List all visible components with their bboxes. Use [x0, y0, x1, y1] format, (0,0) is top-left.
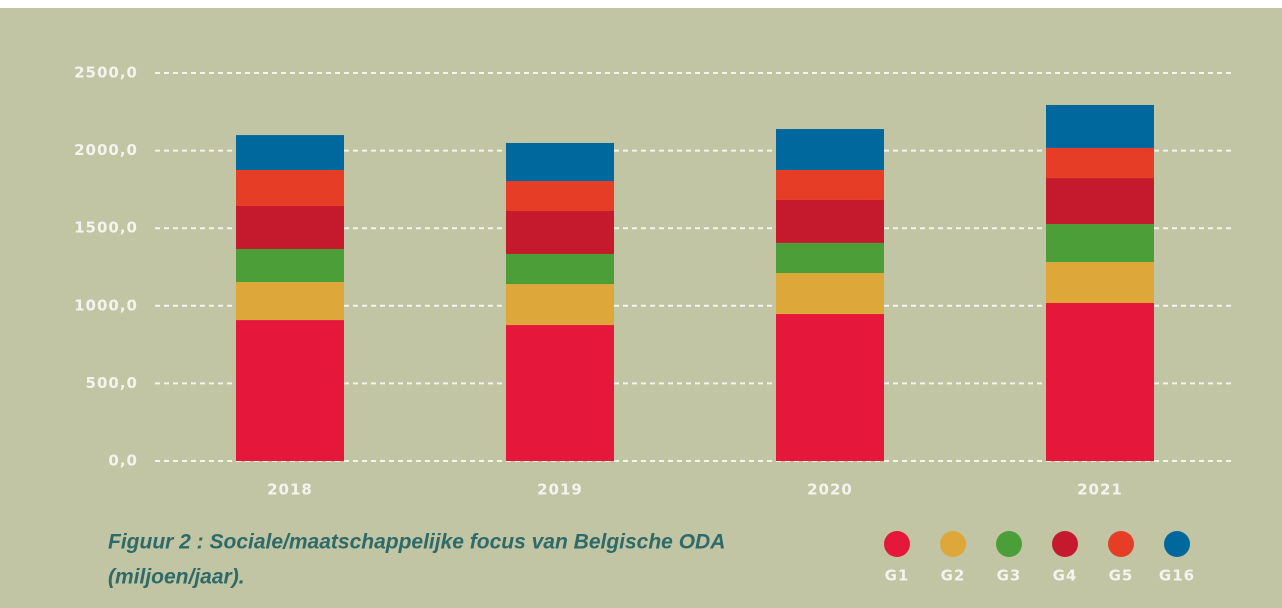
bar-segment [1046, 303, 1154, 461]
legend-marker [1052, 531, 1078, 557]
bar-segment [776, 170, 884, 200]
legend-marker [884, 531, 910, 557]
bar-segment [1046, 178, 1154, 225]
bar-segment [776, 314, 884, 461]
legend-marker [1108, 531, 1134, 557]
bar-segment [506, 325, 614, 461]
legend-label: G1 [885, 567, 910, 585]
bar-segment [1046, 224, 1154, 263]
bar-segment [776, 273, 884, 315]
bar-segment [506, 181, 614, 211]
x-tick-label: 2018 [267, 481, 313, 499]
x-tick-label: 2021 [1077, 481, 1123, 499]
legend-marker [996, 531, 1022, 557]
bar-segment [776, 199, 884, 243]
bar-segment [506, 253, 614, 285]
y-tick-label: 500,0 [86, 374, 138, 392]
x-tick-label: 2019 [537, 481, 583, 499]
legend-marker [1164, 531, 1190, 557]
bar-segment [236, 135, 344, 170]
bar-segment [1046, 147, 1154, 179]
x-tick-label: 2020 [807, 481, 853, 499]
bar-segment [236, 248, 344, 283]
y-tick-label: 0,0 [108, 452, 138, 470]
bar-segment [236, 282, 344, 321]
legend-marker [940, 531, 966, 557]
bar-segment [506, 142, 614, 182]
legend-label: G16 [1159, 567, 1195, 585]
caption: (miljoen/jaar). [108, 566, 245, 589]
bar-segment [776, 129, 884, 170]
y-tick-label: 1000,0 [74, 296, 138, 314]
legend-label: G3 [997, 567, 1022, 585]
bar-segment [1046, 262, 1154, 304]
bar-segment [1046, 104, 1154, 148]
bar-segment [236, 206, 344, 249]
bar-segment [506, 284, 614, 326]
bar-segment [506, 210, 614, 254]
y-tick-label: 2500,0 [74, 64, 138, 82]
bar-segment [236, 170, 344, 207]
legend-label: G5 [1109, 567, 1134, 585]
legend-label: G2 [941, 567, 966, 585]
caption: Figuur 2 : Sociale/maatschappelijke focu… [108, 531, 725, 554]
y-tick-label: 1500,0 [74, 219, 138, 237]
bar-segment [236, 320, 344, 461]
y-tick-label: 2000,0 [74, 141, 138, 159]
bar-segment [776, 242, 884, 274]
legend-label: G4 [1053, 567, 1078, 585]
